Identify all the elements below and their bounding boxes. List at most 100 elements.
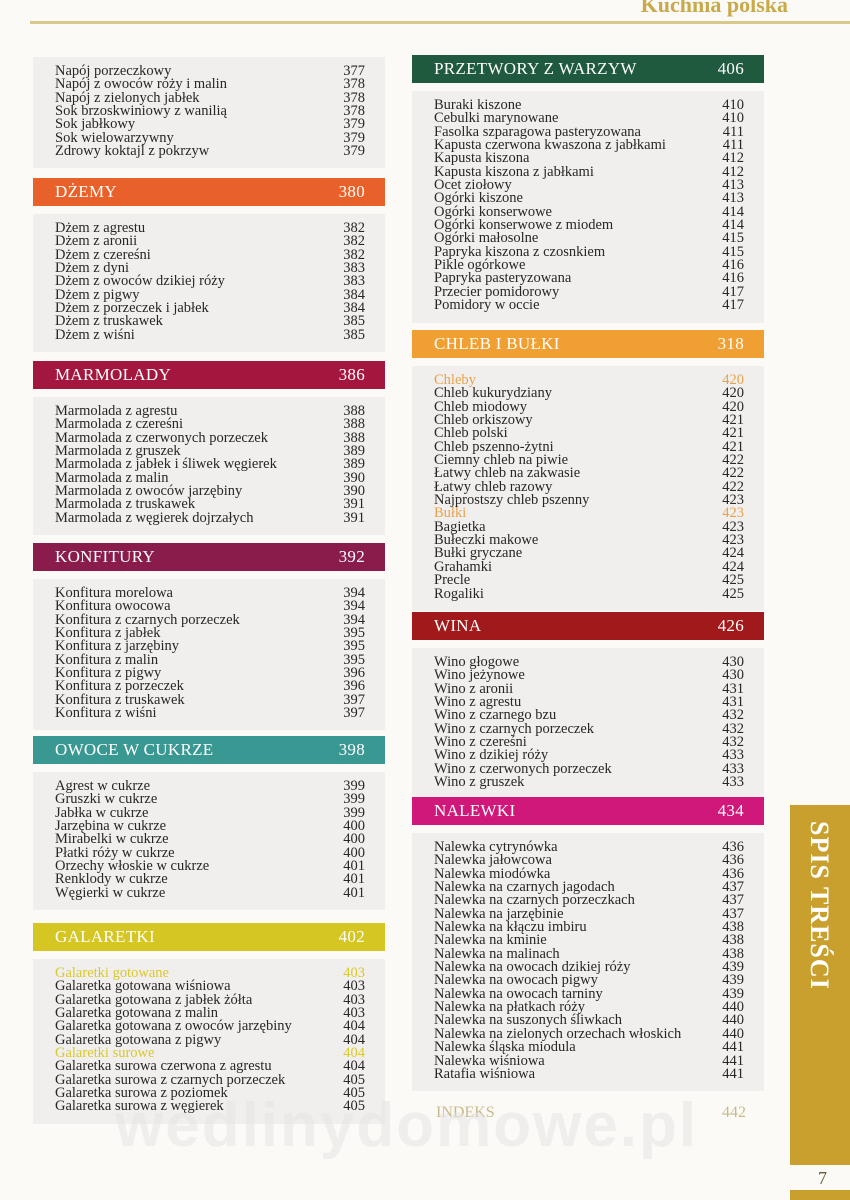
- list-item[interactable]: Najprostszy chleb pszenny 423: [434, 493, 744, 508]
- list-item[interactable]: Cebulki marynowane 410: [434, 111, 744, 126]
- list-item[interactable]: Konfitura z malin 395: [55, 652, 365, 667]
- list-item[interactable]: Marmolada z jabłek i śliwek węgierek 389: [55, 457, 365, 472]
- list-item[interactable]: Nalewka wiśniowa 441: [434, 1053, 744, 1068]
- list-item[interactable]: Przecier pomidorowy 417: [434, 284, 744, 299]
- list-item[interactable]: Nalewka na zielonych orzechach włoskich 4…: [434, 1026, 744, 1041]
- list-item[interactable]: Chleb kukurydziany 420: [434, 386, 744, 401]
- list-item[interactable]: Konfitura z jarzębiny 395: [55, 639, 365, 654]
- list-item[interactable]: Kapusta kiszona z jabłkami 412: [434, 164, 744, 179]
- list-item[interactable]: Bagietka 423: [434, 519, 744, 534]
- list-item[interactable]: Galaretka surowa z węgierek 405: [55, 1099, 365, 1114]
- list-item[interactable]: Nalewka cytrynówka 436: [434, 840, 744, 855]
- list-item[interactable]: Nalewka na malinach 438: [434, 946, 744, 961]
- list-item[interactable]: Nalewka śląska miodula 441: [434, 1040, 744, 1055]
- list-item[interactable]: Ciemny chleb na piwie 422: [434, 453, 744, 468]
- subsection-heading[interactable]: Galaretki surowe 404: [55, 1046, 365, 1061]
- list-item[interactable]: Wino jeżynowe 430: [434, 668, 744, 683]
- section-header[interactable]: WINA 426: [412, 612, 764, 640]
- list-item[interactable]: Nalewka na czarnych porzeczkach 437: [434, 893, 744, 908]
- list-item[interactable]: Chleb polski 421: [434, 426, 744, 441]
- list-item[interactable]: Marmolada z owoców jarzębiny 390: [55, 484, 365, 499]
- list-item[interactable]: Bułeczki makowe 423: [434, 533, 744, 548]
- list-item[interactable]: Dżem z czereśni 382: [55, 247, 365, 262]
- list-item[interactable]: Dżem z porzeczek i jabłek 384: [55, 301, 365, 316]
- list-item[interactable]: Nalewka na płatkach róży 440: [434, 1000, 744, 1015]
- list-item[interactable]: Grahamki 424: [434, 559, 744, 574]
- list-item[interactable]: Galaretka surowa czerwona z agrestu 404: [55, 1059, 365, 1074]
- list-item[interactable]: Galaretka surowa z czarnych porzeczek 405: [55, 1072, 365, 1087]
- list-item[interactable]: Kapusta kiszona 412: [434, 151, 744, 166]
- list-item[interactable]: Chleb orkiszowy 421: [434, 413, 744, 428]
- list-item[interactable]: Chleb pszenno-żytni 421: [434, 439, 744, 454]
- list-item[interactable]: Galaretka surowa z poziomek 405: [55, 1086, 365, 1101]
- list-item[interactable]: Dżem z agrestu 382: [55, 221, 365, 236]
- list-item[interactable]: Galaretka gotowana z owoców jarzębiny 404: [55, 1019, 365, 1034]
- list-item[interactable]: Wino głogowe 430: [434, 655, 744, 670]
- list-item[interactable]: Pikle ogórkowe 416: [434, 258, 744, 273]
- list-item[interactable]: Papryka kiszona z czosnkiem 415: [434, 244, 744, 259]
- list-item[interactable]: Nalewka na kłączu imbiru 438: [434, 920, 744, 935]
- list-item[interactable]: Konfitura morelowa 394: [55, 586, 365, 601]
- subsection-heading[interactable]: Galaretki gotowane 403: [55, 966, 365, 981]
- list-item[interactable]: Marmolada z agrestu 388: [55, 404, 365, 419]
- list-item[interactable]: Konfitura z porzeczek 396: [55, 679, 365, 694]
- list-item[interactable]: Płatki róży w cukrze 400: [55, 845, 365, 860]
- list-item[interactable]: Ogórki kiszone 413: [434, 191, 744, 206]
- section-header[interactable]: PRZETWORY Z WARZYW 406: [412, 55, 764, 83]
- list-item[interactable]: Dżem z truskawek 385: [55, 314, 365, 329]
- section-header[interactable]: NALEWKI 434: [412, 797, 764, 825]
- section-header[interactable]: DŻEMY 380: [33, 178, 385, 206]
- list-item[interactable]: Precle 425: [434, 573, 744, 588]
- list-item[interactable]: Wino z aronii 431: [434, 681, 744, 696]
- list-item[interactable]: Wino z gruszek 433: [434, 775, 744, 790]
- list-item[interactable]: Marmolada z węgierek dojrzałych 391: [55, 510, 365, 525]
- list-item[interactable]: Galaretka gotowana z jabłek żółta 403: [55, 992, 365, 1007]
- list-item[interactable]: Sok jabłkowy 379: [55, 117, 365, 132]
- list-item[interactable]: Ogórki konserwowe 414: [434, 204, 744, 219]
- list-item[interactable]: Wino z czarnego bzu 432: [434, 708, 744, 723]
- list-item[interactable]: Orzechy włoskie w cukrze 401: [55, 859, 365, 874]
- list-item[interactable]: Zdrowy koktajl z pokrzyw 379: [55, 144, 365, 159]
- list-item[interactable]: Konfitura z wiśni 397: [55, 706, 365, 721]
- list-item[interactable]: Wino z czerwonych porzeczek 433: [434, 761, 744, 776]
- list-item[interactable]: Konfitura owocowa 394: [55, 599, 365, 614]
- list-item[interactable]: Kapusta czerwona kwaszona z jabłkami 411: [434, 138, 744, 153]
- list-item[interactable]: Ogórki małosolne 415: [434, 231, 744, 246]
- list-item[interactable]: Nalewka na owocach dzikiej róży 439: [434, 960, 744, 975]
- list-item[interactable]: Marmolada z malin 390: [55, 470, 365, 485]
- list-item[interactable]: Wino z czereśni 432: [434, 735, 744, 750]
- list-item[interactable]: Marmolada z czereśni 388: [55, 417, 365, 432]
- list-item[interactable]: Renklody w cukrze 401: [55, 872, 365, 887]
- list-item[interactable]: Galaretka gotowana wiśniowa 403: [55, 979, 365, 994]
- list-item[interactable]: Nalewka na kminie 438: [434, 933, 744, 948]
- list-item[interactable]: Nalewka na jarzębinie 437: [434, 906, 744, 921]
- list-item[interactable]: Dżem z owoców dzikiej róży 383: [55, 274, 365, 289]
- section-header[interactable]: MARMOLADY 386: [33, 361, 385, 389]
- list-item[interactable]: Agrest w cukrze 399: [55, 779, 365, 794]
- section-header[interactable]: GALARETKI 402: [33, 923, 385, 951]
- list-item[interactable]: Jabłka w cukrze 399: [55, 805, 365, 820]
- list-item[interactable]: Nalewka miodówka 436: [434, 866, 744, 881]
- list-item[interactable]: Marmolada z truskawek 391: [55, 497, 365, 512]
- list-item[interactable]: Konfitura z jabłek 395: [55, 626, 365, 641]
- list-item[interactable]: Wino z czarnych porzeczek 432: [434, 721, 744, 736]
- list-item[interactable]: Nalewka na owocach tarniny 439: [434, 986, 744, 1001]
- list-item[interactable]: Wino z agrestu 431: [434, 695, 744, 710]
- list-item[interactable]: Napój z owoców róży i malin 378: [55, 77, 365, 92]
- list-item[interactable]: Konfitura z czarnych porzeczek 394: [55, 612, 365, 627]
- section-header[interactable]: CHLEB I BUŁKI 318: [412, 330, 764, 358]
- list-item[interactable]: Dżem z aronii 382: [55, 234, 365, 249]
- list-item[interactable]: Konfitura z truskawek 397: [55, 692, 365, 707]
- list-item[interactable]: Konfitura z pigwy 396: [55, 666, 365, 681]
- list-item[interactable]: Buraki kiszone 410: [434, 98, 744, 113]
- list-item[interactable]: Jarzębina w cukrze 400: [55, 819, 365, 834]
- list-item[interactable]: Marmolada z gruszek 389: [55, 444, 365, 459]
- list-item[interactable]: Dżem z wiśni 385: [55, 327, 365, 342]
- subsection-heading[interactable]: Bułki 423: [434, 506, 744, 521]
- list-item[interactable]: Fasolka szparagowa pasteryzowana 411: [434, 124, 744, 139]
- list-item[interactable]: Marmolada z czerwonych porzeczek 388: [55, 430, 365, 445]
- list-item[interactable]: Nalewka na suszonych śliwkach 440: [434, 1013, 744, 1028]
- section-header[interactable]: OWOCE W CUKRZE 398: [33, 736, 385, 764]
- list-item[interactable]: Mirabelki w cukrze 400: [55, 832, 365, 847]
- list-item[interactable]: Dżem z pigwy 384: [55, 287, 365, 302]
